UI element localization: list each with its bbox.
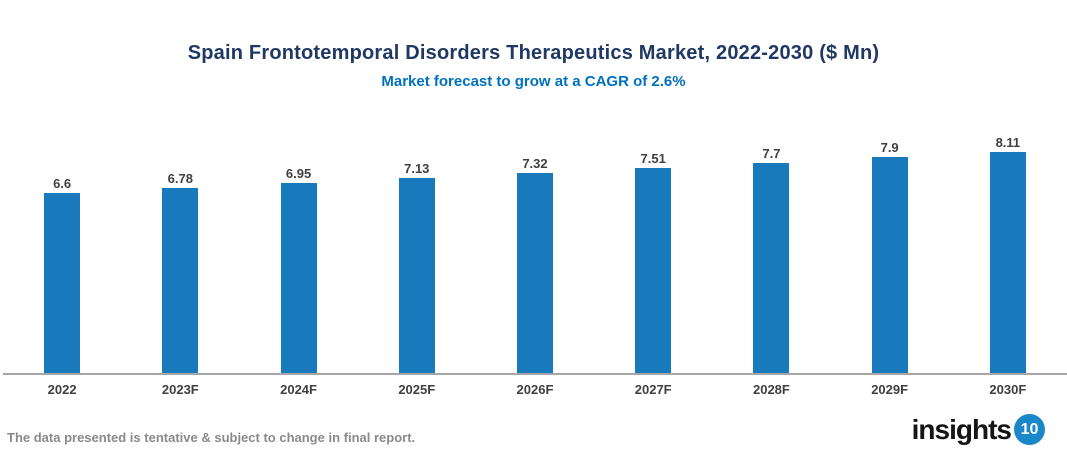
bar-column: 7.7 (712, 147, 830, 373)
disclaimer-text: The data presented is tentative & subjec… (7, 430, 416, 445)
bar (162, 188, 199, 373)
bar-column: 6.6 (3, 177, 121, 373)
x-axis-tick-label: 2022 (47, 382, 77, 397)
bar-column: 7.9 (831, 141, 949, 373)
bar (44, 193, 81, 373)
bar-chart: 6.6 6.78 6.95 7.13 7.32 7.51 7.7 7.9 8.11 2022 20… (3, 130, 1067, 397)
x-axis-labels: 2022 2023F 2024F 2025F 2026F 2027F 2028F 2029F 2… (3, 375, 1067, 397)
bar-value-label: 7.51 (640, 151, 666, 166)
x-axis-tick-label: 2026F (516, 382, 554, 397)
bar-column: 7.13 (358, 162, 476, 373)
bar-column: 7.51 (594, 152, 712, 373)
x-axis-tick-label: 2029F (871, 382, 909, 397)
insights10-logo: insights 10 (912, 414, 1045, 445)
x-axis-tick-label: 2030F (989, 382, 1027, 397)
bar (280, 183, 317, 373)
bar-column: 6.95 (239, 167, 357, 373)
bar-column: 6.78 (121, 172, 239, 373)
bar (871, 157, 908, 373)
x-axis-tick-label: 2023F (161, 382, 199, 397)
bar (516, 173, 553, 373)
bar-value-label: 6.95 (285, 166, 312, 181)
bar (635, 168, 672, 373)
bar (989, 152, 1026, 373)
bar-value-label: 7.32 (522, 156, 548, 171)
bar (398, 178, 435, 373)
logo-badge-10: 10 (1014, 414, 1045, 445)
logo-brand-text: insights (911, 413, 1012, 445)
x-axis-tick-label: 2024F (280, 382, 317, 397)
bar-column: 8.11 (949, 136, 1067, 373)
bar-value-label: 6.78 (167, 171, 193, 186)
bar-value-label: 8.11 (995, 135, 1021, 150)
x-axis-tick-label: 2025F (398, 382, 436, 397)
bar-value-label: 7.7 (762, 146, 781, 161)
bar-value-label: 6.6 (53, 176, 72, 191)
bar-value-label: 7.13 (404, 161, 430, 176)
bar-column: 7.32 (476, 157, 594, 373)
x-axis-tick-label: 2028F (752, 382, 790, 397)
bar (753, 163, 790, 373)
plot-area: 6.6 6.78 6.95 7.13 7.32 7.51 7.7 7.9 8.11 (3, 130, 1067, 375)
bar-value-label: 7.9 (880, 140, 899, 155)
x-axis-tick-label: 2027F (634, 382, 672, 397)
chart-subtitle: Market forecast to grow at a CAGR of 2.6… (381, 73, 686, 90)
chart-title: Spain Frontotemporal Disorders Therapeut… (187, 42, 880, 64)
